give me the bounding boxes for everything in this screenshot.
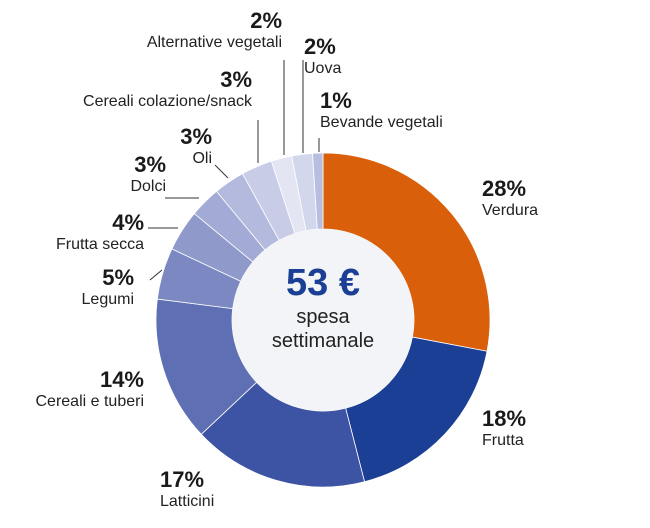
label-cereali-tuberi: 14% Cereali e tuberi [35,367,145,410]
label-alternative-vegetali: 2% Alternative vegetali [146,8,282,51]
label-frutta: 18% Frutta [482,406,527,449]
weekly-amount: 53 € [286,262,360,304]
label-uova: 2% Uova [304,34,342,77]
label-legumi: 5% Legumi [81,265,134,308]
leader-legumi [149,269,163,281]
label-oli: 3% Oli [180,124,212,167]
leader-oli [214,164,229,179]
label-frutta-secca: 4% Frutta secca [55,210,144,253]
label-verdura: 28% Verdura [482,176,539,219]
label-latticini: 17% Latticini [160,467,215,510]
center-sub-2: settimanale [271,330,375,352]
label-bevande-vegetali: 1% Bevande vegetali [320,88,443,131]
center-label: 53 € spesa settimanale [232,262,414,353]
label-cereali-colazione: 3% Cereali colazione/snack [83,67,252,110]
leader-lines [148,60,320,281]
label-dolci: 3% Dolci [130,152,166,195]
donut-hole [232,229,414,411]
center-sub-1: spesa [296,306,350,328]
